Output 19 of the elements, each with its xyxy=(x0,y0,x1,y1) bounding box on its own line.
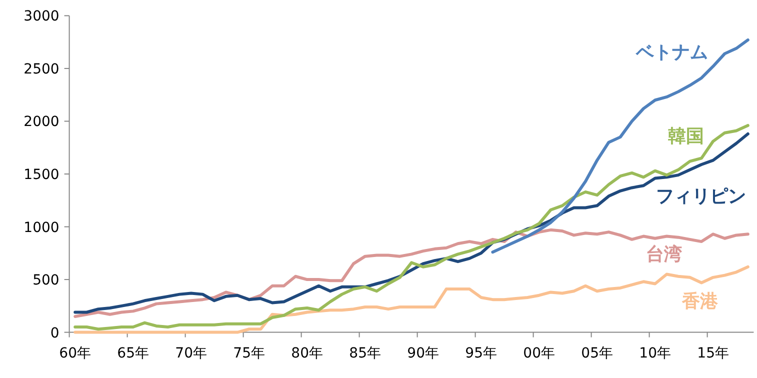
x-tick-label: 15年 xyxy=(697,345,730,362)
x-tick-label: 00年 xyxy=(523,345,556,362)
y-tick-label: 1000 xyxy=(24,220,60,236)
x-tick-label: 75年 xyxy=(233,345,266,362)
y-tick-label: 500 xyxy=(32,272,60,289)
x-tick-label: 60年 xyxy=(59,345,92,362)
y-tick-label: 3000 xyxy=(24,8,60,25)
y-tick-label: 1500 xyxy=(24,167,60,183)
y-tick-label: 2500 xyxy=(24,61,60,78)
y-tick-label: 0 xyxy=(50,325,60,342)
x-tick-label: 80年 xyxy=(291,345,324,362)
x-tick-label: 90年 xyxy=(407,345,440,362)
x-tick-label: 65年 xyxy=(117,345,150,362)
x-tick-label: 10年 xyxy=(639,345,672,362)
x-tick-label: 70年 xyxy=(175,345,208,362)
x-tick-label: 95年 xyxy=(465,345,498,362)
x-tick-label: 05年 xyxy=(581,345,614,362)
x-tick-label: 85年 xyxy=(349,345,382,362)
y-tick-label: 2000 xyxy=(24,114,60,130)
